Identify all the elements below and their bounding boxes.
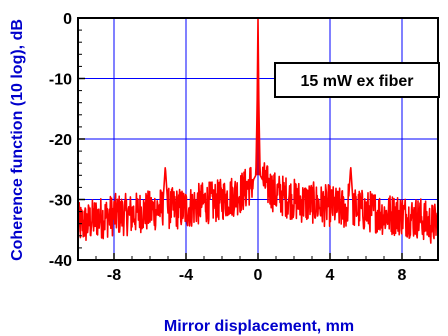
annotation: 15 mW ex fiber <box>274 62 440 98</box>
x-axis-label: Mirror displacement, mm <box>164 318 354 335</box>
x-tick-label: 4 <box>326 267 335 284</box>
x-tick-label: -4 <box>179 267 193 284</box>
x-tick-label: 8 <box>398 267 407 284</box>
ticks: -8 -4 0 4 80-10-20-30-40 <box>49 11 439 284</box>
y-axis-label: Coherence function (10 log), dB <box>9 19 26 261</box>
y-tick-label: -30 <box>49 193 72 210</box>
annotation-text: 15 mW ex fiber <box>301 73 414 90</box>
y-tick-label: -40 <box>49 253 72 270</box>
x-tick-label: -8 <box>107 267 121 284</box>
x-tick-label: 0 <box>254 267 263 284</box>
y-tick-label: -10 <box>49 72 72 89</box>
y-tick-label: 0 <box>63 11 72 28</box>
y-tick-label: -20 <box>49 132 72 149</box>
annotation-box <box>274 62 440 98</box>
